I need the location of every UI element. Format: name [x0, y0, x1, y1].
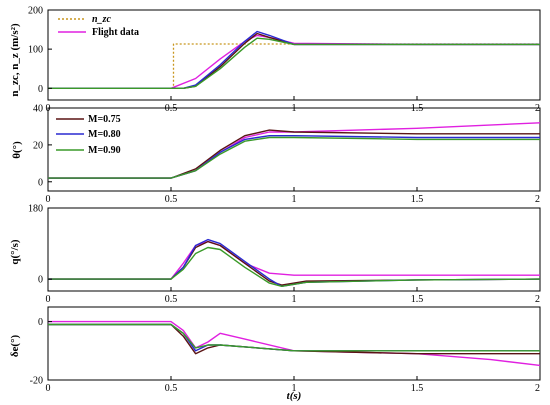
series-line-m-0-90	[48, 37, 540, 89]
x-tick-label: 1.5	[411, 383, 424, 394]
tick-layer: 0 180 0 0.5 1 1.5 2	[28, 204, 541, 305]
x-tick-label: 1.5	[411, 194, 424, 205]
plot-frame	[47, 306, 541, 381]
series-layer	[48, 30, 540, 89]
y-tick-label: 200	[28, 6, 43, 17]
series-line-flight-data	[48, 240, 540, 280]
legend: n_zc Flight data	[58, 14, 139, 38]
y-tick-label: -20	[30, 376, 43, 387]
y-tick-label: 40	[33, 104, 43, 115]
series-line-m-0-90	[48, 136, 540, 179]
series-layer	[48, 238, 541, 287]
y-tick-label: 180	[28, 204, 43, 215]
y-tick-label: 100	[28, 45, 43, 56]
series-line-m-0-90	[48, 246, 541, 287]
y-tick-label: 0	[38, 275, 43, 286]
tick-layer: 0 20 40 0 0.5 1 1.5 2	[33, 104, 541, 205]
y-axis-label: q(°/s)	[9, 239, 21, 265]
y-tick-label: 0	[38, 177, 43, 188]
series-line-m-0-80	[48, 135, 540, 179]
x-axis-label: t(s)	[287, 390, 302, 402]
series-line-flight-data	[48, 320, 541, 367]
x-tick-label: 2	[535, 294, 540, 305]
x-tick-label: 1	[292, 194, 297, 205]
series-line-m-0-80	[48, 30, 540, 89]
x-tick-label: 2	[535, 194, 540, 205]
x-tick-label: 2	[535, 383, 540, 394]
legend-label-command: n_zc	[92, 14, 111, 25]
series-line-flight-data	[48, 34, 540, 89]
x-tick-label: 0.5	[165, 383, 178, 394]
x-tick-label: 0	[46, 194, 51, 205]
panel-pitch: θ(°) 0 20 40 0 0.5 1 1.5 2 M=0.75 M=0.80 M=0.90	[11, 104, 541, 205]
legend: M=0.75 M=0.80 M=0.90	[56, 114, 121, 156]
series-line-m-0-80	[48, 323, 540, 352]
y-tick-label: 0	[38, 317, 43, 328]
x-tick-label: 1	[292, 383, 297, 394]
series-layer	[48, 320, 541, 367]
y-tick-label: 0	[38, 84, 43, 95]
panel-pitch-rate: q(°/s) 0 180 0 0.5 1 1.5 2	[9, 204, 541, 305]
series-line-m-0-75	[48, 323, 540, 355]
series-layer	[48, 122, 541, 179]
x-tick-label: 0.5	[165, 194, 178, 205]
legend-label-m080: M=0.80	[88, 129, 121, 140]
y-axis-label: δe(°)	[9, 335, 21, 358]
series-line-n-zc	[48, 43, 540, 89]
legend-label-m075: M=0.75	[88, 114, 121, 125]
series-line-m-0-75	[48, 32, 540, 89]
x-tick-label: 0	[46, 383, 51, 394]
x-tick-label: 1.5	[411, 294, 424, 305]
x-tick-label: 0	[46, 294, 51, 305]
x-tick-label: 1	[292, 294, 297, 305]
panel-acceleration: n_zc, n_z (m/s²) 010020000.511.52 n_zc F…	[9, 6, 541, 114]
series-line-m-0-90	[48, 323, 540, 352]
series-line-flight-data	[48, 122, 541, 179]
legend-label-flight: Flight data	[92, 27, 139, 38]
plot-frame	[47, 9, 541, 101]
legend-label-m090: M=0.90	[88, 145, 121, 156]
y-axis-label: θ(°)	[11, 141, 23, 159]
y-axis-label: n_zc, n_z (m/s²)	[9, 23, 21, 97]
y-tick-label: 20	[33, 140, 43, 151]
x-tick-label: 0.5	[165, 294, 178, 305]
